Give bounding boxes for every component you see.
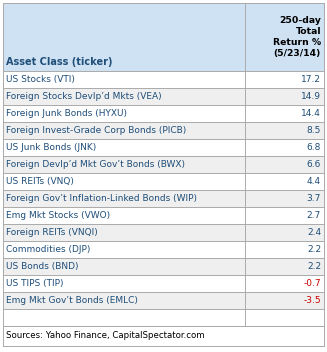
Bar <box>3 326 324 346</box>
Text: US Junk Bonds (JNK): US Junk Bonds (JNK) <box>6 143 96 152</box>
Text: Emg Mkt Stocks (VWO): Emg Mkt Stocks (VWO) <box>6 211 110 220</box>
Bar <box>3 122 324 139</box>
Text: 3.7: 3.7 <box>307 194 321 203</box>
Text: 250-day
Total
Return %
(5/23/14): 250-day Total Return % (5/23/14) <box>273 16 321 58</box>
Text: 2.2: 2.2 <box>307 262 321 271</box>
Text: Foreign REITs (VNQI): Foreign REITs (VNQI) <box>6 228 98 237</box>
Bar <box>3 173 324 190</box>
Bar <box>3 88 324 105</box>
Bar <box>3 190 324 207</box>
Text: 17.2: 17.2 <box>301 75 321 84</box>
Bar <box>3 292 324 309</box>
Text: Emg Mkt Gov’t Bonds (EMLC): Emg Mkt Gov’t Bonds (EMLC) <box>6 296 138 305</box>
Text: Foreign Devlp’d Mkt Gov’t Bonds (BWX): Foreign Devlp’d Mkt Gov’t Bonds (BWX) <box>6 160 185 169</box>
Text: US Stocks (VTI): US Stocks (VTI) <box>6 75 75 84</box>
Text: US Bonds (BND): US Bonds (BND) <box>6 262 78 271</box>
Bar <box>3 207 324 224</box>
Bar <box>3 309 324 326</box>
Text: Sources: Yahoo Finance, CapitalSpectator.com: Sources: Yahoo Finance, CapitalSpectator… <box>6 332 205 340</box>
Text: US TIPS (TIP): US TIPS (TIP) <box>6 279 63 288</box>
Text: Foreign Gov’t Inflation-Linked Bonds (WIP): Foreign Gov’t Inflation-Linked Bonds (WI… <box>6 194 197 203</box>
Text: Foreign Junk Bonds (HYXU): Foreign Junk Bonds (HYXU) <box>6 109 127 118</box>
Bar <box>3 275 324 292</box>
Text: 14.4: 14.4 <box>301 109 321 118</box>
Text: 8.5: 8.5 <box>307 126 321 135</box>
Text: Asset Class (ticker): Asset Class (ticker) <box>6 57 112 67</box>
Text: Commodities (DJP): Commodities (DJP) <box>6 245 90 254</box>
Text: 14.9: 14.9 <box>301 92 321 101</box>
Text: US REITs (VNQ): US REITs (VNQ) <box>6 177 74 186</box>
Bar <box>3 156 324 173</box>
Text: 2.2: 2.2 <box>307 245 321 254</box>
Bar <box>3 71 324 88</box>
Bar <box>3 139 324 156</box>
Text: 2.4: 2.4 <box>307 228 321 237</box>
Bar <box>3 241 324 258</box>
Text: Foreign Stocks Devlp’d Mkts (VEA): Foreign Stocks Devlp’d Mkts (VEA) <box>6 92 162 101</box>
Text: 2.7: 2.7 <box>307 211 321 220</box>
Text: 6.6: 6.6 <box>307 160 321 169</box>
Bar <box>3 105 324 122</box>
Text: 6.8: 6.8 <box>307 143 321 152</box>
Bar <box>3 224 324 241</box>
Bar <box>3 3 324 71</box>
Text: Foreign Invest-Grade Corp Bonds (PICB): Foreign Invest-Grade Corp Bonds (PICB) <box>6 126 186 135</box>
Bar <box>3 258 324 275</box>
Text: -3.5: -3.5 <box>303 296 321 305</box>
Text: 4.4: 4.4 <box>307 177 321 186</box>
Text: -0.7: -0.7 <box>303 279 321 288</box>
